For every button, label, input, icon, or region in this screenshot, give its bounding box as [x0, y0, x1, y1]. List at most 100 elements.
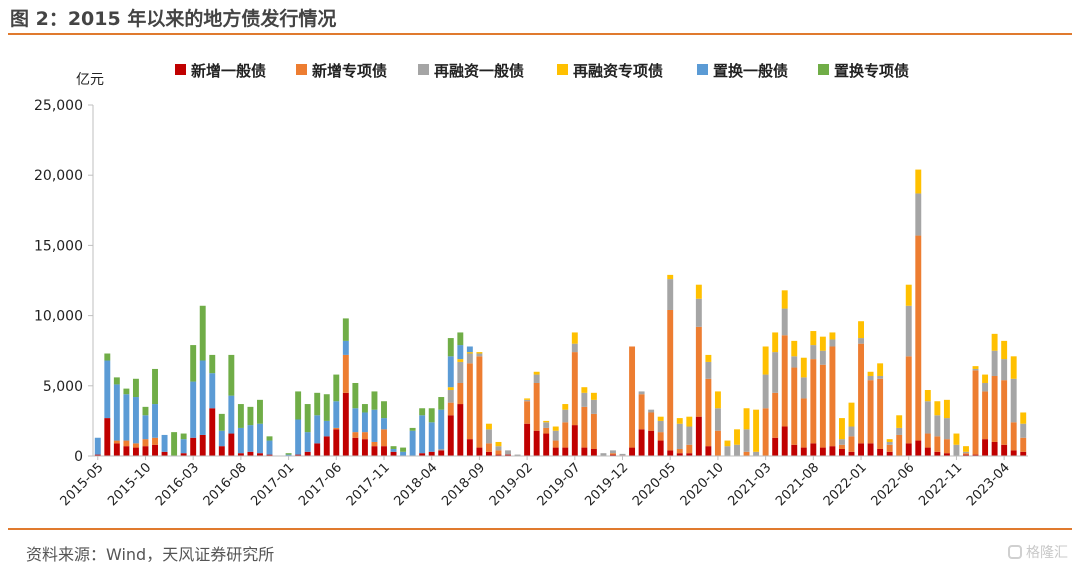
bar-segment: [495, 441, 502, 447]
bar-segment: [228, 433, 235, 456]
bar-segment: [314, 392, 321, 416]
x-tick-label: 2022-11: [916, 460, 965, 509]
bar-segment: [94, 454, 101, 456]
bar-segment: [848, 436, 855, 452]
bar-segment: [648, 412, 655, 431]
footer-rule: [8, 528, 1072, 530]
bar-segment: [590, 448, 597, 456]
bar-segment: [419, 453, 426, 456]
bar-segment: [972, 366, 979, 369]
bar-segment: [943, 399, 950, 419]
bar-segment: [705, 361, 712, 379]
legend-swatch: [557, 64, 568, 75]
x-tick-label: 2019-12: [582, 460, 631, 509]
bar-segment: [447, 356, 454, 388]
bar-segment: [257, 399, 263, 424]
bar-segment: [476, 356, 483, 448]
x-tick-label: 2019-07: [535, 460, 584, 509]
bar-segment: [132, 378, 139, 398]
bar-segment: [705, 354, 712, 362]
bar-segment: [791, 444, 798, 456]
bar-segment: [896, 434, 903, 456]
bar-segment: [686, 453, 693, 456]
bar-segment: [629, 346, 636, 448]
bar-segment: [142, 415, 149, 440]
bar-segment: [581, 392, 588, 407]
bar-segment: [972, 370, 979, 455]
bar-segment: [934, 401, 941, 416]
bar-segment: [543, 420, 550, 423]
bar-segment: [371, 409, 378, 442]
legend-swatch: [697, 64, 708, 75]
bar-segment: [524, 398, 531, 400]
bar-segment: [571, 343, 578, 353]
bar-segment: [781, 426, 788, 456]
bar-segment: [695, 298, 702, 327]
bar-segment: [342, 354, 349, 393]
x-tick-label: 2021-03: [725, 460, 774, 509]
bar-segment: [791, 340, 798, 357]
bar-segment: [342, 392, 349, 456]
bar-segment: [352, 408, 359, 433]
bar-segment: [428, 422, 435, 452]
bar-segment: [94, 437, 101, 455]
bar-segment: [113, 443, 120, 456]
bar-segment: [524, 399, 531, 402]
bar-segment: [1020, 412, 1027, 424]
bar-segment: [934, 415, 941, 437]
bar-segment: [886, 451, 893, 456]
bar-segment: [505, 450, 511, 455]
bar-segment: [800, 357, 807, 378]
bar-segment: [323, 436, 330, 456]
bar-segment: [466, 439, 473, 456]
bar-segment: [132, 397, 139, 444]
bar-segment: [877, 363, 884, 376]
bar-segment: [447, 338, 454, 357]
bar-segment: [218, 446, 225, 456]
chart-legend: 新增一般债 新增专项债 再融资一般债 再融资专项债 置换一般债 置换专项债: [175, 62, 909, 80]
bar-segment: [800, 447, 807, 456]
bar-segment: [152, 368, 158, 405]
bar-segment: [371, 441, 378, 447]
bar-segment: [123, 394, 130, 441]
bar-segment: [905, 305, 912, 357]
bar-segment: [237, 404, 244, 428]
bar-segment: [438, 448, 445, 451]
bar-segment: [858, 343, 864, 444]
bar-segment: [667, 274, 674, 280]
bar-segment: [476, 352, 483, 354]
bar-segment: [924, 447, 931, 456]
bar-segment: [524, 401, 531, 424]
bar-segment: [352, 437, 359, 456]
bar-segment: [209, 354, 216, 374]
bar-segment: [113, 440, 120, 444]
bar-segment: [991, 441, 998, 456]
bar-segment: [161, 451, 168, 456]
bar-segment: [571, 352, 578, 426]
source-note: 资料来源：Wind，天风证券研究所: [26, 545, 275, 564]
bar-segment: [590, 392, 597, 400]
bar-segment: [323, 420, 330, 437]
bar-segment: [963, 446, 969, 452]
bar-segment: [648, 430, 655, 456]
bar-segment: [514, 454, 521, 456]
bar-segment: [924, 401, 931, 434]
y-tick-label: 5,000: [43, 379, 83, 395]
bar-segment: [963, 451, 969, 454]
bar-segment: [896, 415, 903, 428]
figure-title: 图 2：2015 年以来的地方债发行情况: [10, 8, 337, 30]
bar-segment: [743, 429, 750, 452]
bar-segment: [180, 453, 187, 456]
bar-segment: [304, 451, 311, 456]
bar-segment: [352, 382, 359, 409]
bar-segment: [982, 382, 989, 392]
bar-segment: [810, 443, 817, 456]
x-axis: 2015-052015-102016-032016-082017-012017-…: [58, 455, 1028, 509]
bar-segment: [142, 439, 149, 447]
bar-segment: [113, 377, 120, 385]
bar-segment: [581, 406, 588, 448]
bar-segment: [1020, 451, 1027, 456]
bar-segment: [495, 454, 502, 456]
bar-segment: [1001, 444, 1008, 456]
bar-segment: [905, 284, 912, 306]
